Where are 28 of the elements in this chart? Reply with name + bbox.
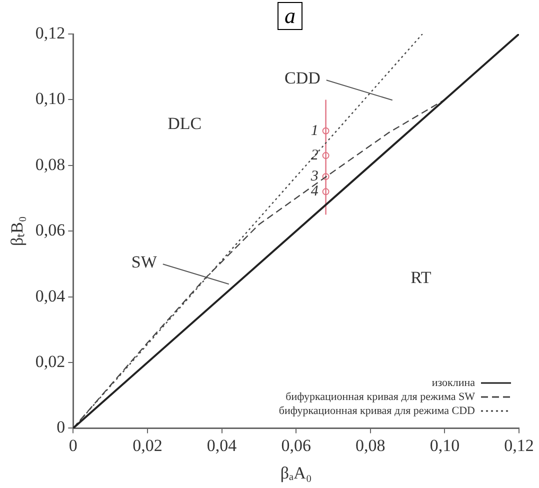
annotation: 1 <box>310 122 318 139</box>
legend-label: бифуркационная кривая для режима CDD <box>278 404 475 418</box>
x-tick-label: 0,08 <box>356 436 386 455</box>
x-tick-label: 0,04 <box>206 436 238 455</box>
x-tick-label: 0,12 <box>504 436 534 455</box>
y-tick-label: 0,02 <box>35 352 66 371</box>
y-axis-title: βₜB₀ <box>8 216 27 246</box>
x-tick-label: 0,02 <box>132 436 162 455</box>
x-tick-label: 0,10 <box>430 436 460 455</box>
y-tick-label: 0,10 <box>35 89 66 108</box>
y-tick-label: 0,04 <box>35 286 66 306</box>
annotation: 3 <box>310 168 318 185</box>
y-tick-label: 0,12 <box>35 23 66 42</box>
annotation: 2 <box>310 147 319 164</box>
annotation: CDD <box>284 68 320 88</box>
annotation: 4 <box>310 184 319 200</box>
legend-label: изоклина <box>432 376 475 390</box>
chart-title: a <box>278 2 302 30</box>
annotation: DLC <box>168 114 202 134</box>
x-tick-label: 0,06 <box>281 436 311 455</box>
y-tick-label: 0 <box>56 418 66 437</box>
x-axis-title: βₐA₀ <box>280 463 312 482</box>
annotation: RT <box>410 268 432 287</box>
x-tick-label: 0 <box>68 436 78 455</box>
y-tick-label: 0,08 <box>35 154 66 174</box>
annotation: SW <box>131 252 158 272</box>
y-tick-label: 0,06 <box>35 220 66 240</box>
legend-label: бифуркационная кривая для режима SW <box>286 390 475 404</box>
